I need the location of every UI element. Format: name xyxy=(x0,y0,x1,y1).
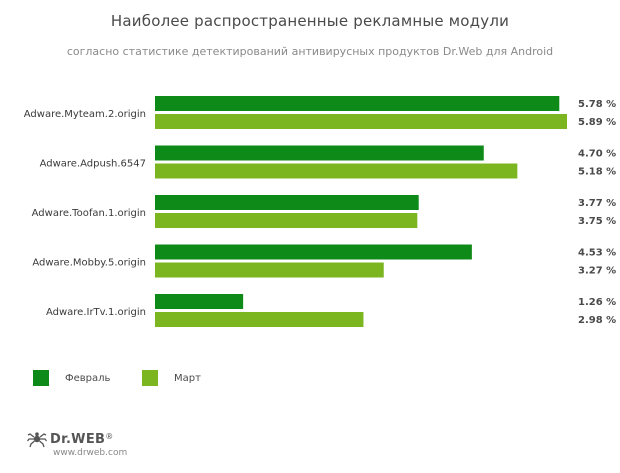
bar-adware-toofan-1-origin-series-1 xyxy=(155,213,418,228)
legend-label-march: Март xyxy=(174,372,201,384)
category-label-adware-mobby-5-origin: Adware.Mobby.5.origin xyxy=(32,258,146,269)
legend-swatch-february xyxy=(33,370,49,386)
value-label-adware-adpush-6547-series-1: 5.18 % xyxy=(578,167,616,178)
bar-adware-myteam-2-origin-series-0 xyxy=(155,96,560,111)
bar-chart: Adware.Myteam.2.origin 5.78 % 5.89 % Adware… xyxy=(24,96,616,327)
category-label-adware-adpush-6547: Adware.Adpush.6547 xyxy=(40,159,146,170)
bar-adware-myteam-2-origin-series-1 xyxy=(155,114,567,129)
legend-swatch-march xyxy=(142,370,158,386)
bar-adware-toofan-1-origin-series-0 xyxy=(155,195,419,210)
brand-name: Dr.WEB xyxy=(50,431,106,447)
category-label-adware-myteam-2-origin: Adware.Myteam.2.origin xyxy=(24,109,146,120)
value-label-adware-mobby-5-origin-series-0: 4.53 % xyxy=(578,248,616,259)
bar-adware-irtv-1-origin-series-1 xyxy=(155,312,364,327)
value-label-adware-adpush-6547-series-0: 4.70 % xyxy=(578,149,616,160)
brand-url: www.drweb.com xyxy=(53,448,128,458)
value-label-adware-toofan-1-origin-series-0: 3.77 % xyxy=(578,198,616,209)
value-label-adware-myteam-2-origin-series-0: 5.78 % xyxy=(578,99,616,110)
legend-label-february: Февраль xyxy=(65,372,111,384)
chart-subtitle: согласно статистике детектирований антив… xyxy=(66,45,554,58)
bar-adware-adpush-6547-series-0 xyxy=(155,145,484,161)
legend-item-february: Февраль xyxy=(33,370,110,386)
value-label-adware-myteam-2-origin-series-1: 5.89 % xyxy=(578,117,616,128)
bar-adware-adpush-6547-series-1 xyxy=(155,163,518,179)
spider-icon xyxy=(27,432,47,448)
value-label-adware-mobby-5-origin-series-1: 3.27 % xyxy=(578,266,616,277)
bar-adware-mobby-5-origin-series-0 xyxy=(155,244,472,260)
category-label-adware-toofan-1-origin: Adware.Toofan.1.origin xyxy=(32,208,146,219)
drweb-logo: Dr.WEB ® www.drweb.com xyxy=(27,430,127,458)
value-label-adware-irtv-1-origin-series-0: 1.26 % xyxy=(578,297,616,308)
category-label-adware-irtv-1-origin: Adware.IrTv.1.origin xyxy=(46,307,146,318)
legend-item-march: Март xyxy=(142,370,201,386)
bar-adware-irtv-1-origin-series-0 xyxy=(155,294,244,309)
chart-title: Наиболее распространенные рекламные моду… xyxy=(110,12,510,30)
registered-mark: ® xyxy=(105,431,114,441)
value-label-adware-irtv-1-origin-series-1: 2.98 % xyxy=(578,315,616,326)
bar-adware-mobby-5-origin-series-1 xyxy=(155,262,384,278)
value-label-adware-toofan-1-origin-series-1: 3.75 % xyxy=(578,216,616,227)
